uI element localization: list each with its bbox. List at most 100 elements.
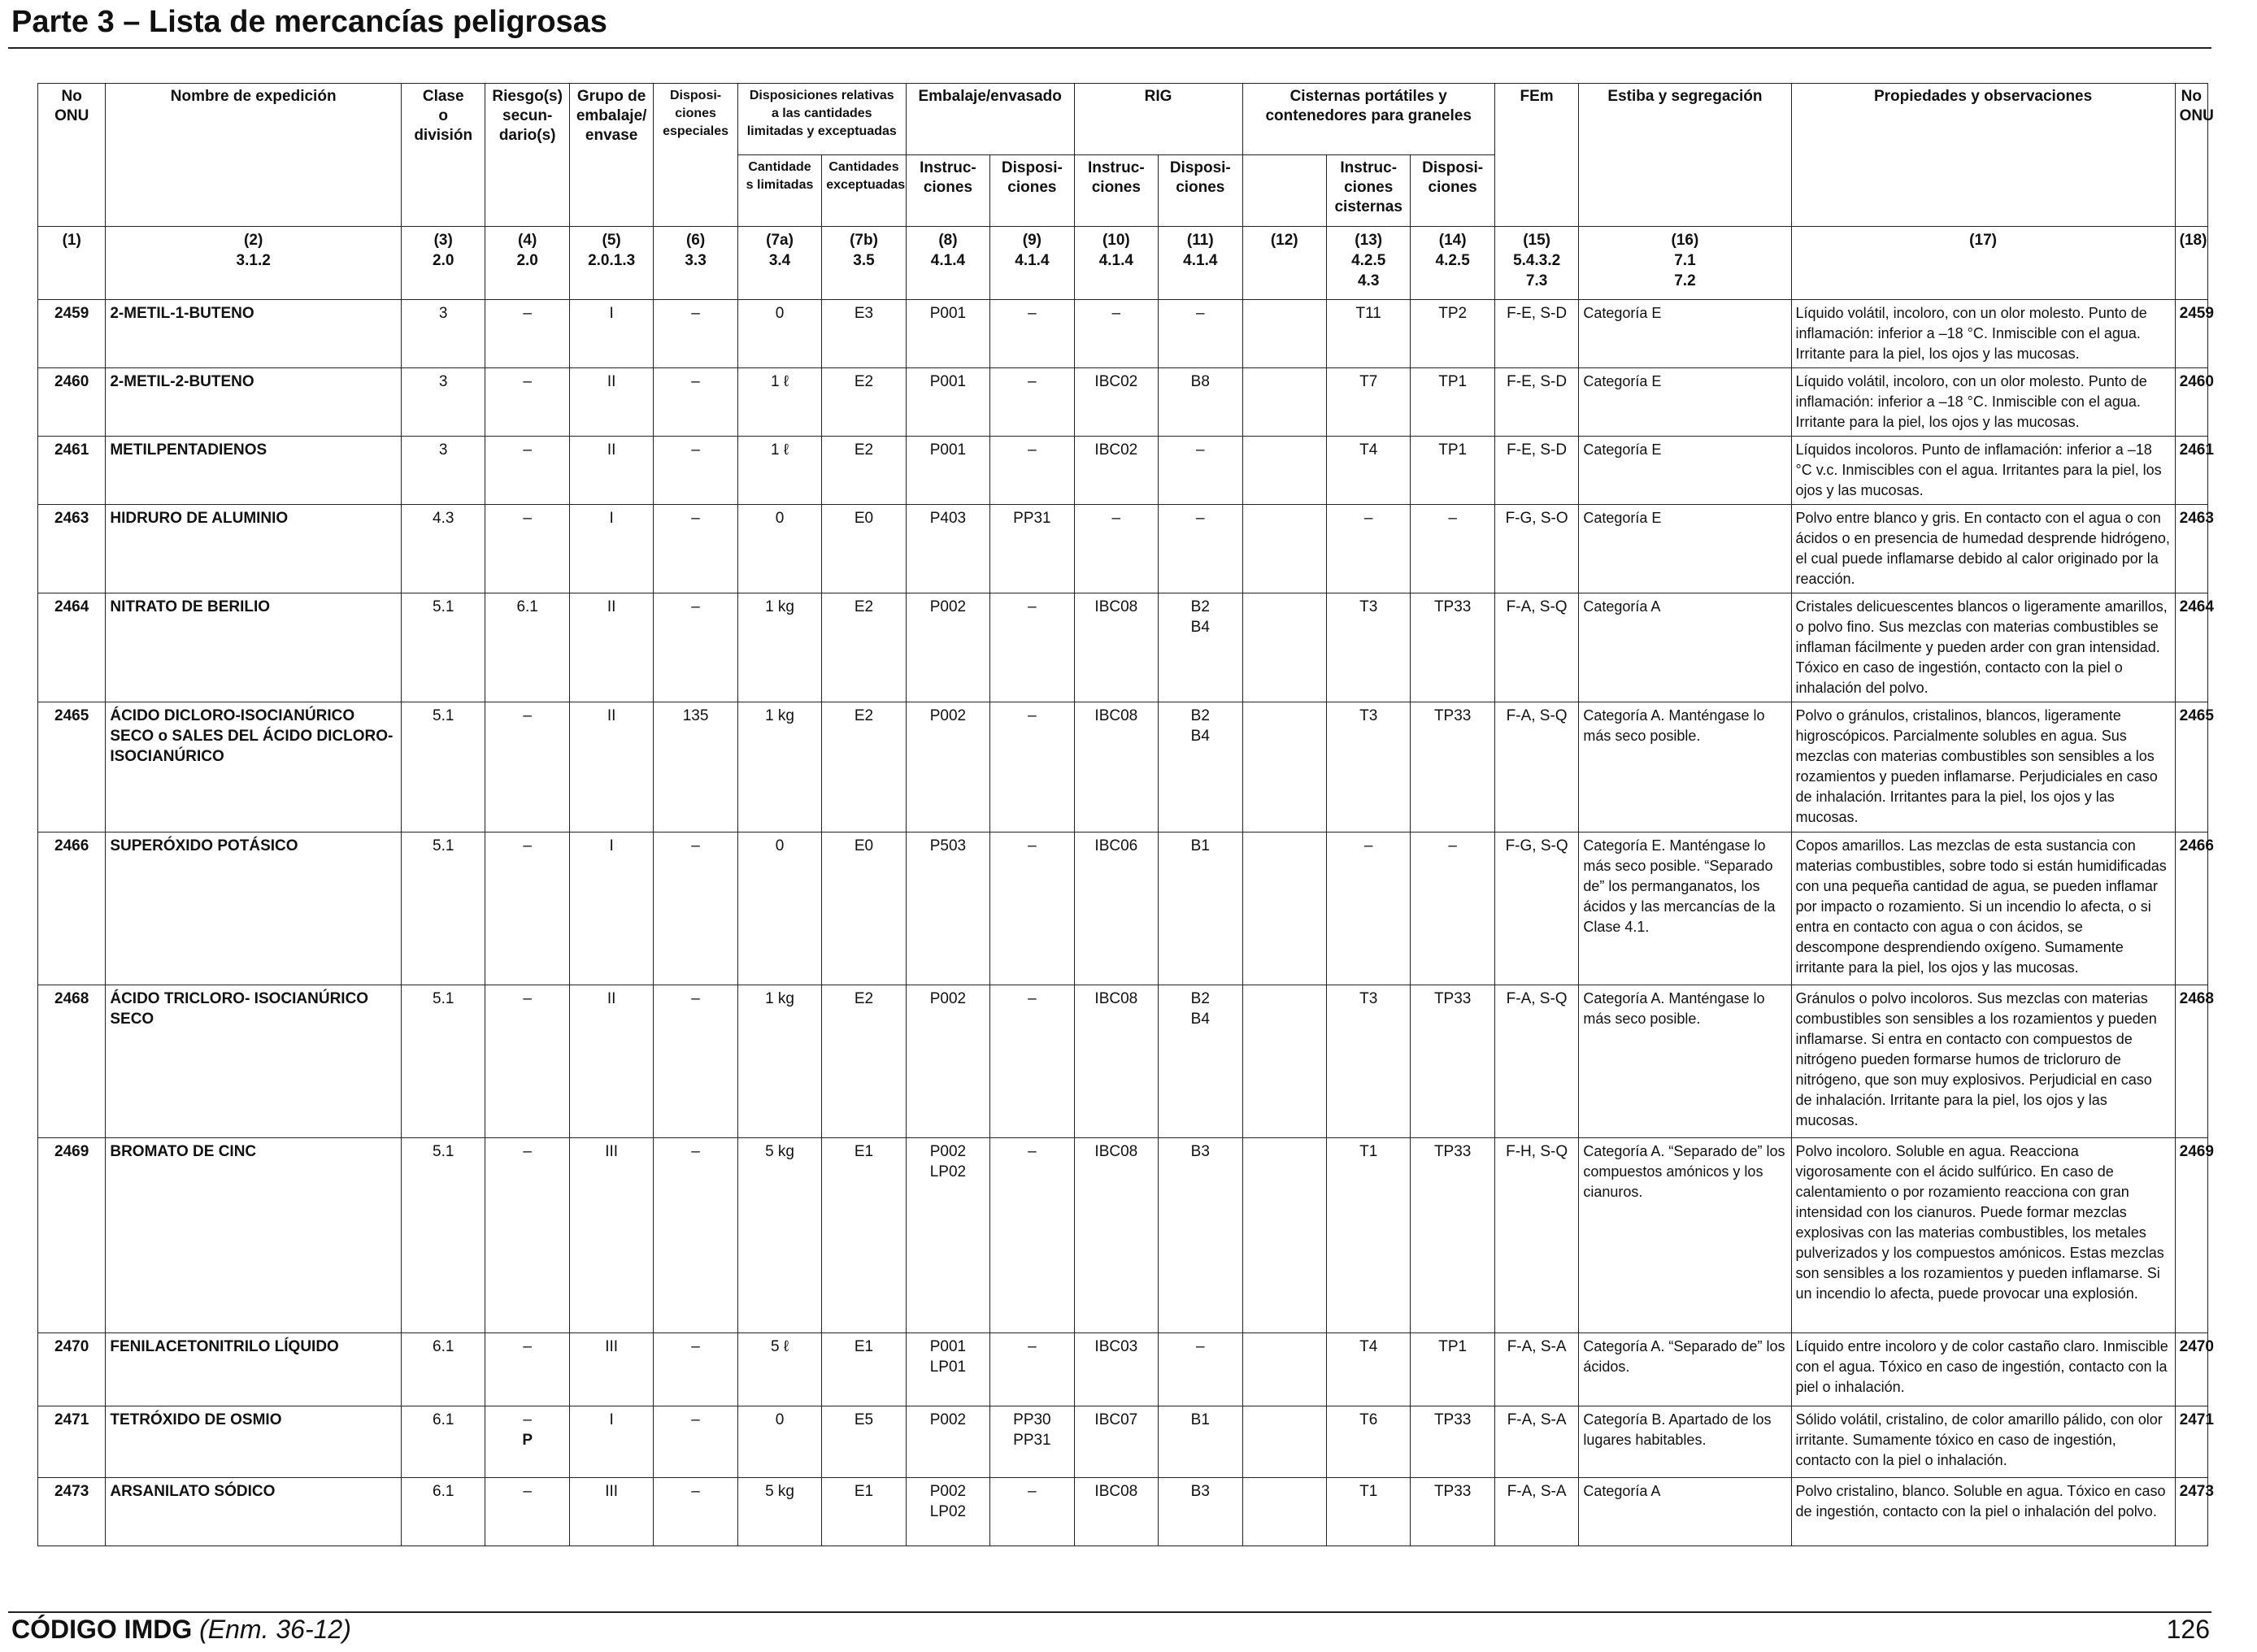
ibc-instructions: IBC02 xyxy=(1073,367,1159,437)
ems: F-E, S-D xyxy=(1494,367,1580,437)
subsidiary-risk: – xyxy=(485,1137,570,1333)
limited-quantity: 1 kg xyxy=(737,593,823,702)
col-12 xyxy=(1242,832,1327,985)
subsidiary-risk: – xyxy=(485,367,570,437)
un-number-right: 2459 xyxy=(2174,299,2214,368)
properties: Cristales delicuescentes blancos o liger… xyxy=(1790,593,2176,702)
stowage-segregation: Categoría B. Apartado de los lugares hab… xyxy=(1578,1406,1792,1478)
stowage-segregation: Categoría E xyxy=(1578,299,1792,368)
tank-instructions: T4 xyxy=(1325,1332,1411,1406)
dangerous-goods-table: No ONU Nombre de expedición Clase o divisió… xyxy=(37,83,2214,1546)
ems: F-G, S-Q xyxy=(1494,832,1580,985)
col-header-disposiciones-especiales: Disposi-ciones especiales xyxy=(653,83,738,227)
table-row: 2461 METILPENTADIENOS 3– II –1 ℓ E2 P001– IBC02… xyxy=(37,436,2214,505)
shipping-name: METILPENTADIENOS xyxy=(105,436,402,505)
un-number: 2463 xyxy=(37,504,107,593)
packing-instructions: P002 LP02 xyxy=(905,1137,991,1333)
class: 5.1 xyxy=(400,985,486,1138)
ref-cell: (13) 4.2.5 4.3 xyxy=(1325,226,1411,300)
packing-group: II xyxy=(568,436,654,505)
ems: F-G, S-O xyxy=(1494,504,1580,593)
ref-cell: (14) 4.2.5 xyxy=(1410,226,1495,300)
table-row: 2465 ÁCIDO DICLORO-ISOCIANÚRICO SECO o SA… xyxy=(37,702,2214,833)
un-number-right: 2461 xyxy=(2174,436,2214,505)
ibc-instructions: IBC08 xyxy=(1073,593,1159,702)
reference-row: (1) (2) 3.1.2 (3) 2.0 (4) 2.0 (5) 2.0.1.3 (6) 3.3(… xyxy=(37,226,2209,300)
tank-instructions: T1 xyxy=(1325,1137,1411,1333)
table-body: 2459 2-METIL-1-BUTENO 3– I –0 E3 P001– – – T11 TP2… xyxy=(37,299,2214,1546)
col-header-instrucciones-rig: Instruc-ciones xyxy=(1073,154,1159,227)
ems: F-A, S-A xyxy=(1494,1332,1580,1406)
un-number-right: 2464 xyxy=(2174,593,2214,702)
packing-provisions: – xyxy=(989,436,1075,505)
limited-quantity: 5 ℓ xyxy=(737,1332,823,1406)
un-number: 2459 xyxy=(37,299,107,368)
tank-instructions: T6 xyxy=(1325,1406,1411,1478)
col-12 xyxy=(1242,702,1327,833)
packing-provisions: – xyxy=(989,593,1075,702)
ems: F-A, S-Q xyxy=(1494,593,1580,702)
packing-instructions: P403 xyxy=(905,504,991,593)
ems: F-A, S-A xyxy=(1494,1477,1580,1546)
class: 3 xyxy=(400,436,486,505)
ref-cell: (17) xyxy=(1790,226,2176,300)
packing-group: I xyxy=(568,1406,654,1478)
col-header-cantidades-exceptuadas: Cantidades exceptuadas xyxy=(821,154,907,227)
ibc-instructions: – xyxy=(1073,504,1159,593)
special-provisions: – xyxy=(653,436,738,505)
excepted-quantity: E2 xyxy=(821,702,907,833)
ibc-provisions: B8 xyxy=(1158,367,1243,437)
table-row: 2468 ÁCIDO TRICLORO- ISOCIANÚRICO SECO 5.1… xyxy=(37,985,2214,1138)
col-header-cisternas: Cisternas portátiles y contenedores para … xyxy=(1242,83,1495,155)
packing-instructions: P002 xyxy=(905,1406,991,1478)
excepted-quantity: E3 xyxy=(821,299,907,368)
tank-instructions: T1 xyxy=(1325,1477,1411,1546)
un-number: 2469 xyxy=(37,1137,107,1333)
limited-quantity: 0 xyxy=(737,299,823,368)
footer-code: CÓDIGO IMDG (Enm. 36-12) xyxy=(11,1615,351,1644)
title-rule xyxy=(8,47,2211,49)
limited-quantity: 1 ℓ xyxy=(737,367,823,437)
packing-instructions: P001 xyxy=(905,299,991,368)
special-provisions: – xyxy=(653,593,738,702)
subsidiary-risk: – xyxy=(485,985,570,1138)
limited-quantity: 5 kg xyxy=(737,1137,823,1333)
excepted-quantity: E5 xyxy=(821,1406,907,1478)
packing-instructions: P002 LP02 xyxy=(905,1477,991,1546)
table-row: 2473 ARSANILATO SÓDICO 6.1– III –5 kg E1 P002 L… xyxy=(37,1477,2214,1546)
ibc-instructions: IBC08 xyxy=(1073,1137,1159,1333)
subsidiary-risk: – xyxy=(485,1332,570,1406)
packing-group: II xyxy=(568,367,654,437)
limited-quantity: 0 xyxy=(737,832,823,985)
ibc-provisions: B2 B4 xyxy=(1158,985,1243,1138)
special-provisions: – xyxy=(653,1137,738,1333)
properties: Copos amarillos. Las mezclas de esta sus… xyxy=(1790,832,2176,985)
tank-instructions: T4 xyxy=(1325,436,1411,505)
subsidiary-risk: – P xyxy=(485,1406,570,1478)
stowage-segregation: Categoría A. “Separado de” los compuesto… xyxy=(1578,1137,1792,1333)
col-12 xyxy=(1242,1406,1327,1478)
table-row: 2459 2-METIL-1-BUTENO 3– I –0 E3 P001– – – T11 TP2… xyxy=(37,299,2214,368)
col-header-disposiciones-rig: Disposi-ciones xyxy=(1158,154,1243,227)
properties: Líquido entre incoloro y de color castañ… xyxy=(1790,1332,2176,1406)
ibc-provisions: – xyxy=(1158,504,1243,593)
subsidiary-risk: 6.1 xyxy=(485,593,570,702)
page-number: 126 xyxy=(2166,1615,2210,1644)
ref-cell: (8) 4.1.4 xyxy=(905,226,991,300)
col-header-no-onu-right: No ONU xyxy=(2174,83,2214,227)
ref-cell: (15) 5.4.3.2 7.3 xyxy=(1494,226,1580,300)
un-number-right: 2470 xyxy=(2174,1332,2214,1406)
packing-provisions: – xyxy=(989,367,1075,437)
ibc-provisions: – xyxy=(1158,299,1243,368)
ibc-provisions: B3 xyxy=(1158,1477,1243,1546)
stowage-segregation: Categoría A xyxy=(1578,1477,1792,1546)
col-12 xyxy=(1242,367,1327,437)
tank-instructions: T3 xyxy=(1325,985,1411,1138)
un-number: 2461 xyxy=(37,436,107,505)
packing-group: II xyxy=(568,702,654,833)
tank-provisions: TP2 xyxy=(1410,299,1495,368)
special-provisions: – xyxy=(653,367,738,437)
special-provisions: – xyxy=(653,504,738,593)
special-provisions: – xyxy=(653,299,738,368)
col-12 xyxy=(1242,1137,1327,1333)
